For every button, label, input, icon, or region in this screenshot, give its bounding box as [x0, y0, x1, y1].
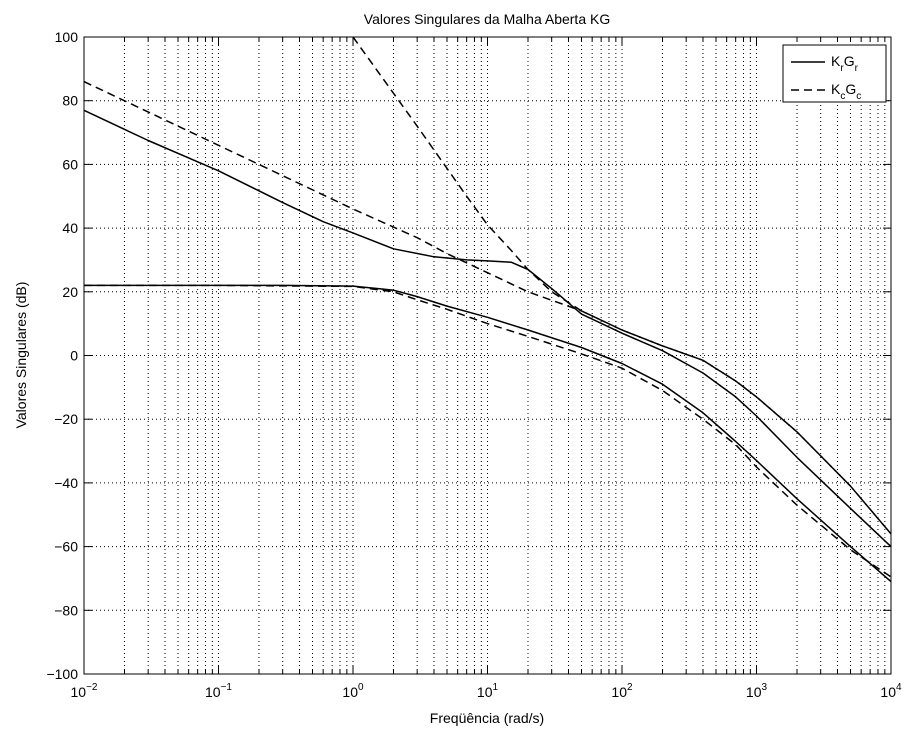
y-tick-label: −80: [54, 602, 78, 618]
legend-box: [782, 44, 887, 103]
x-axis-label: Freqüência (rad/s): [430, 710, 544, 726]
legend: KrGr KcGc: [782, 44, 887, 103]
y-tick-label: 0: [70, 348, 78, 364]
x-tick-label: 101: [477, 682, 499, 700]
series-line-KcGc: [83, 80, 892, 535]
x-tick-label: 10−2: [71, 682, 98, 700]
series-line-KrGr: [83, 109, 892, 548]
y-tick-label: 40: [62, 220, 78, 236]
x-tick-label: 102: [611, 682, 633, 700]
legend-label: KcGc: [831, 81, 861, 102]
x-tick-label: 103: [746, 682, 768, 700]
y-tick-label: −40: [54, 475, 78, 491]
series-line-KcGc: [84, 284, 892, 578]
grid: [84, 37, 891, 674]
y-tick-label: −60: [54, 539, 78, 555]
series-line-KrGr: [84, 284, 892, 583]
x-tick-label: 10−1: [205, 682, 232, 700]
y-tick-label: 20: [62, 284, 78, 300]
plot-frame: [83, 36, 892, 675]
y-tick-label: −20: [54, 411, 78, 427]
y-tick-label: 100: [55, 29, 79, 45]
x-tick-label: 100: [342, 682, 364, 700]
series-line-KcGc: [352, 36, 892, 535]
y-tick-label: −100: [46, 666, 78, 682]
y-tick-label: 80: [62, 93, 78, 109]
series-lines: [83, 36, 892, 583]
x-tick-label: 104: [880, 682, 902, 700]
chart-title: Valores Singulares da Malha Aberta KG: [364, 11, 610, 27]
y-tick-label: 60: [62, 156, 78, 172]
y-axis-label: Valores Singulares (dB): [13, 282, 29, 429]
legend-label: KrGr: [831, 53, 859, 74]
